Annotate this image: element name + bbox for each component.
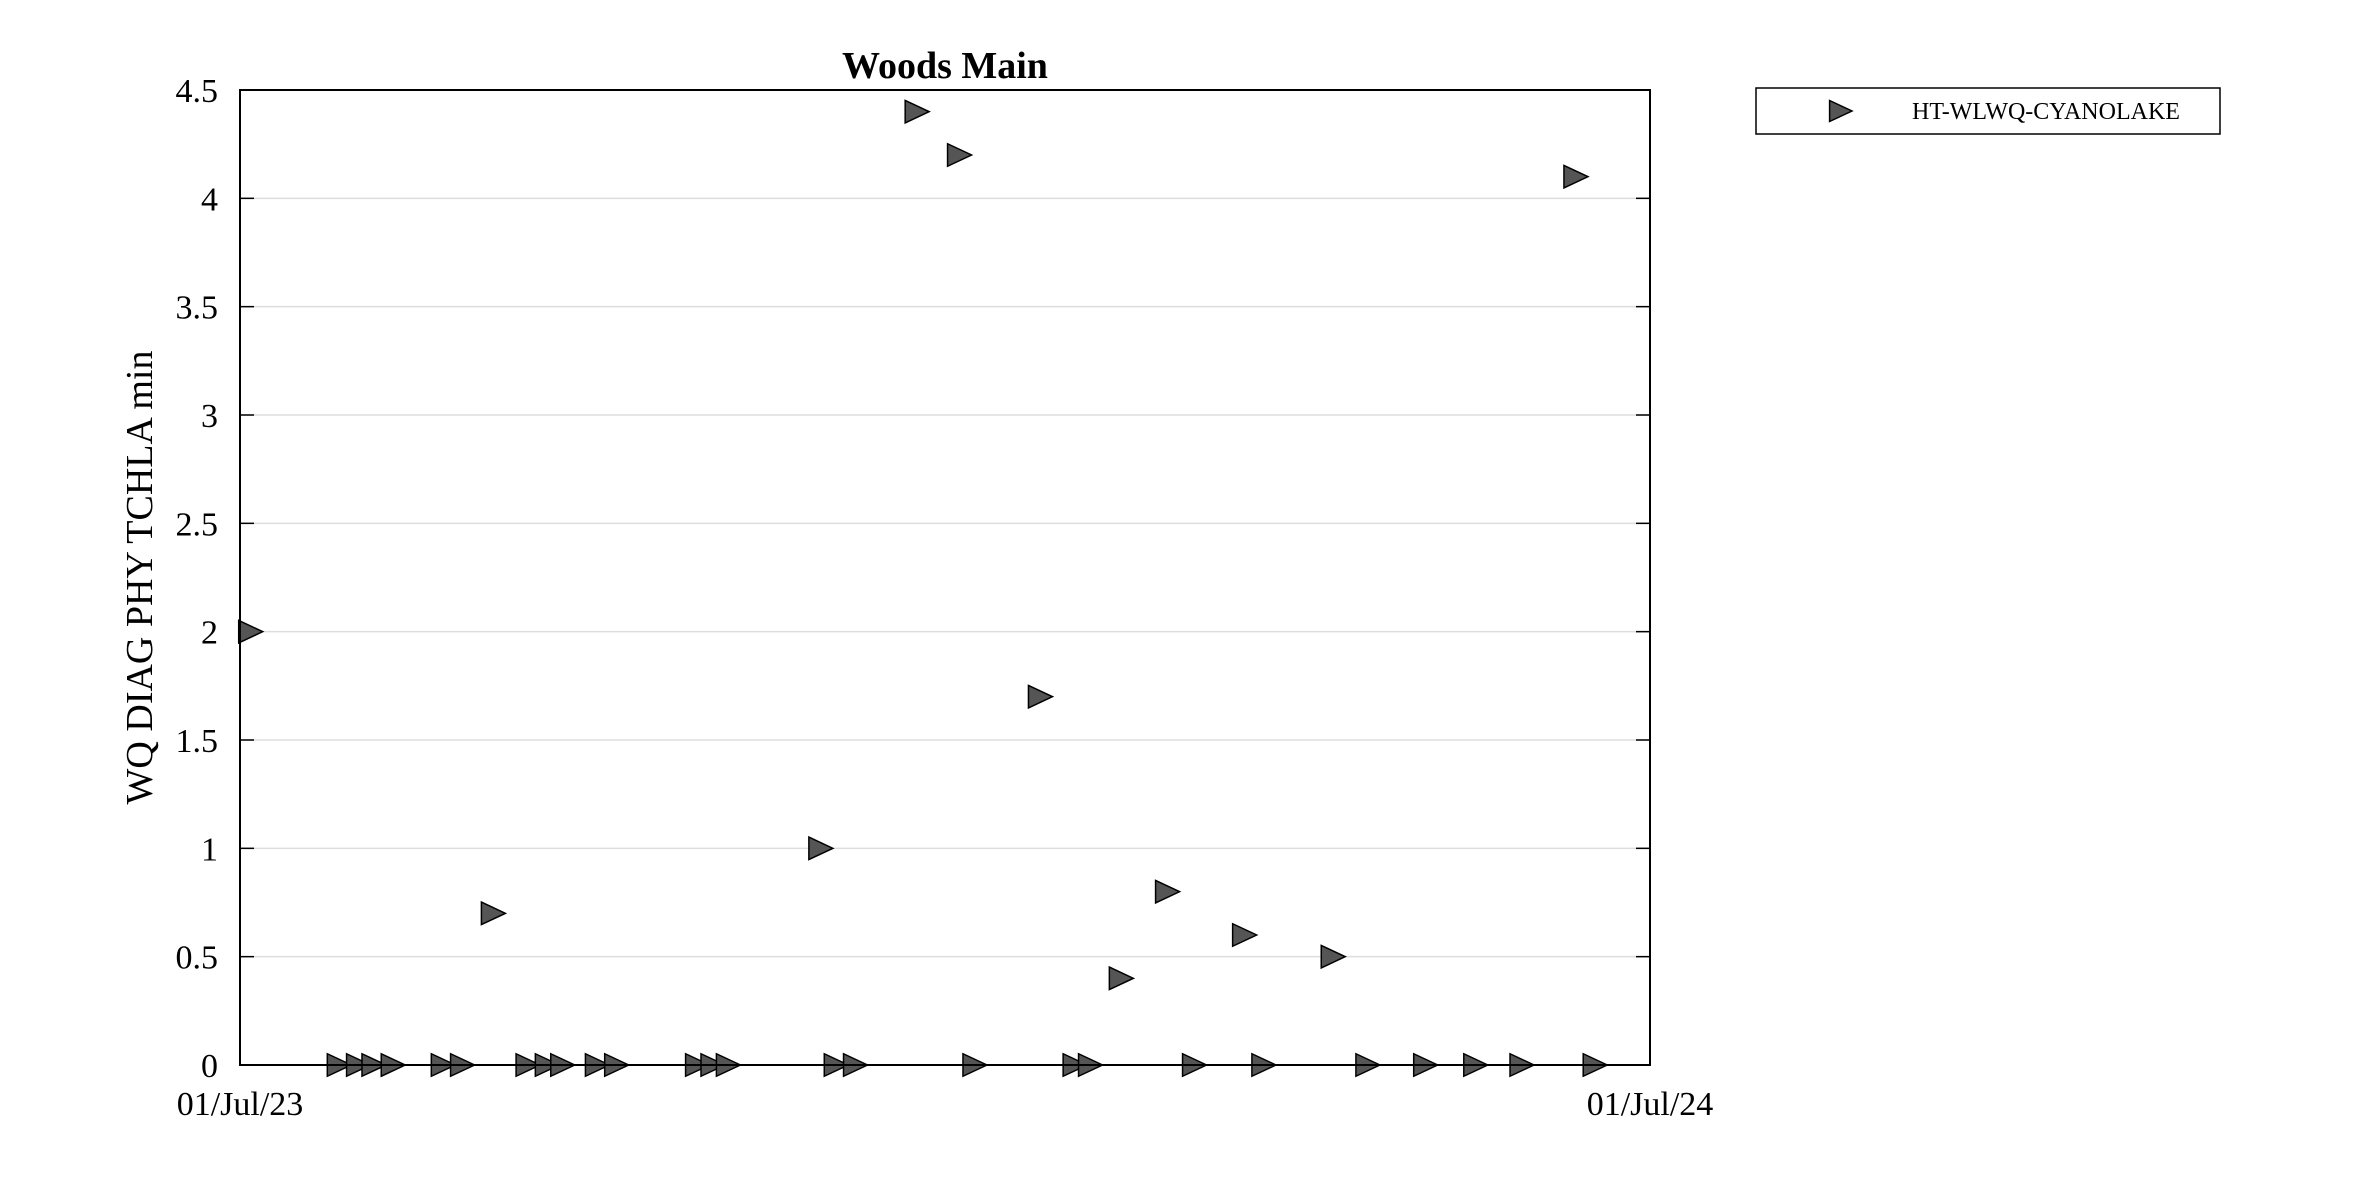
y-tick-label: 2.5 xyxy=(176,506,219,543)
legend: HT-WLWQ-CYANOLAKE xyxy=(1755,87,2221,135)
data-point-triangle xyxy=(480,900,508,926)
y-tick-label: 1 xyxy=(201,831,218,868)
data-point-triangle xyxy=(808,835,835,861)
y-axis-label: WQ DIAG PHY TCHLA min xyxy=(119,351,161,805)
data-point-triangle xyxy=(1154,879,1182,905)
x-tick-label: 01/Jul/24 xyxy=(1587,1086,1714,1123)
data-points xyxy=(237,99,1609,1078)
y-tick-label: 4 xyxy=(201,181,218,218)
data-point-triangle xyxy=(1563,164,1590,190)
y-tick-label: 0 xyxy=(201,1048,218,1085)
y-tick-label: 3.5 xyxy=(176,290,219,327)
data-point-triangle xyxy=(237,619,265,645)
x-tick-labels: 01/Jul/23 01/Jul/24 xyxy=(177,1086,1714,1123)
y-tick-labels: 0 0.5 1 1.5 2 2.5 3 3.5 4 4.5 xyxy=(176,73,219,1085)
data-point-triangle xyxy=(1108,965,1136,991)
data-point-triangle xyxy=(1231,922,1259,948)
y-tick-label: 0.5 xyxy=(176,940,219,977)
y-tick-label: 3 xyxy=(201,398,218,435)
legend-marker-triangle-right-icon xyxy=(1828,99,1854,123)
chart-title: Woods Main xyxy=(842,45,1048,87)
data-point-triangle xyxy=(904,99,931,125)
axis-ticks xyxy=(239,89,1651,1066)
data-point-triangle xyxy=(1027,684,1055,710)
y-tick-label: 2 xyxy=(201,615,218,652)
y-tick-label: 4.5 xyxy=(176,73,219,110)
y-tick-label: 1.5 xyxy=(176,723,219,760)
x-tick-label: 01/Jul/23 xyxy=(177,1086,304,1123)
legend-entry-label: HT-WLWQ-CYANOLAKE xyxy=(1912,99,2180,125)
data-point-triangle xyxy=(946,142,974,168)
grid-lines xyxy=(240,197,1650,958)
plot-area-frame xyxy=(239,89,1651,1066)
data-point-triangle xyxy=(1320,944,1348,970)
